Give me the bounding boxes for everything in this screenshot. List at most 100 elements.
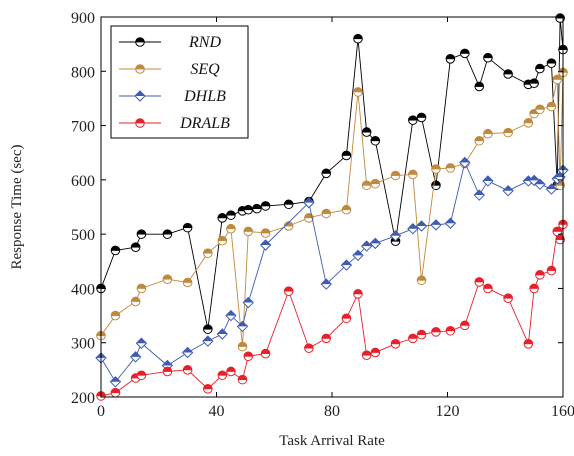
- data-point-seq: [226, 223, 236, 234]
- data-point-dhlb: [389, 230, 402, 242]
- legend-item-rnd: RND: [119, 34, 221, 51]
- data-point-rnd: [283, 199, 294, 210]
- data-point-rnd: [203, 324, 213, 334]
- data-point-rnd: [182, 222, 193, 233]
- legend-marker-rnd: [135, 37, 145, 47]
- data-point-rnd: [408, 115, 418, 125]
- data-point-seq: [162, 274, 173, 285]
- data-point-seq: [353, 87, 363, 97]
- data-point-dhlb: [534, 178, 546, 190]
- data-point-seq: [341, 204, 352, 215]
- data-point-seq: [203, 248, 213, 258]
- data-point-dralb: [321, 333, 332, 344]
- legend-item-seq: SEQ: [119, 61, 220, 78]
- data-point-seq: [370, 178, 381, 189]
- data-point-dralb: [341, 313, 352, 324]
- data-point-dralb: [503, 293, 513, 304]
- data-point-dhlb: [352, 249, 364, 262]
- data-point-seq: [390, 170, 401, 181]
- y-tick-label: 300: [71, 336, 95, 353]
- data-point-dhlb: [473, 189, 485, 201]
- data-point-dhlb: [459, 156, 471, 169]
- data-point-dhlb: [415, 220, 428, 232]
- data-point-dhlb: [236, 320, 249, 333]
- data-point-dhlb: [181, 346, 194, 359]
- legend-label-dralb: DRALB: [179, 115, 230, 132]
- data-point-dhlb: [360, 240, 373, 252]
- data-point-dralb: [237, 374, 248, 385]
- data-point-rnd: [226, 210, 236, 220]
- data-point-rnd: [217, 213, 228, 223]
- data-point-dralb: [243, 351, 254, 362]
- series-line-dhlb: [100, 161, 564, 383]
- data-point-rnd: [353, 33, 363, 44]
- x-tick-label: 80: [324, 403, 340, 420]
- y-tick-label: 800: [71, 64, 95, 81]
- data-point-dhlb: [242, 296, 254, 309]
- legend-label-seq: SEQ: [190, 61, 220, 78]
- data-point-seq: [260, 228, 271, 238]
- y-tick-label: 900: [71, 10, 95, 27]
- data-point-seq: [217, 235, 228, 246]
- data-point-seq: [503, 127, 513, 138]
- data-point-dralb: [203, 384, 213, 394]
- data-point-dhlb: [202, 335, 214, 347]
- data-point-seq: [483, 128, 493, 139]
- legend: RND SEQ DHLB DRALB: [110, 25, 249, 139]
- data-point-seq: [523, 118, 534, 128]
- data-point-dhlb: [444, 217, 457, 229]
- data-point-dhlb: [369, 237, 382, 250]
- data-point-dralb: [535, 270, 545, 280]
- data-point-dralb: [416, 329, 427, 340]
- data-point-seq: [474, 135, 485, 146]
- data-point-rnd: [370, 135, 381, 146]
- data-point-dralb: [136, 370, 147, 381]
- series-dhlb: [95, 156, 569, 388]
- y-axis-title: Response Time (sec): [9, 145, 25, 270]
- data-point-seq: [237, 341, 248, 352]
- y-tick-label: 700: [71, 119, 95, 136]
- data-point-rnd: [460, 48, 470, 59]
- legend-marker-dhlb: [134, 90, 146, 102]
- data-point-rnd: [503, 69, 513, 79]
- data-point-rnd: [341, 150, 352, 161]
- series-seq: [96, 67, 568, 352]
- data-point-dralb: [474, 277, 485, 287]
- data-point-dralb: [361, 350, 372, 361]
- x-tick-label: 120: [436, 403, 460, 420]
- data-point-rnd: [529, 78, 539, 89]
- data-point-dhlb: [259, 239, 272, 251]
- data-point-dralb: [226, 366, 236, 377]
- data-point-rnd: [445, 54, 456, 64]
- data-point-rnd: [483, 52, 493, 63]
- data-point-seq: [110, 310, 121, 321]
- axis-ticks: 0 40 80 120 160 200 300 400 500 600 700 800 900: [71, 10, 574, 420]
- data-point-seq: [130, 296, 141, 307]
- data-point-rnd: [361, 127, 372, 137]
- data-point-seq: [136, 283, 147, 294]
- data-point-dralb: [431, 327, 441, 337]
- data-point-dhlb: [225, 309, 237, 322]
- data-point-seq: [552, 74, 563, 85]
- data-point-dralb: [546, 265, 557, 276]
- data-point-rnd: [243, 204, 254, 215]
- legend-item-dhlb: DHLB: [119, 88, 226, 105]
- data-point-seq: [416, 275, 427, 286]
- data-point-dralb: [555, 234, 565, 245]
- y-tick-label: 200: [71, 390, 95, 407]
- data-point-dralb: [260, 348, 271, 359]
- data-point-seq: [243, 226, 254, 237]
- legend-item-dralb: DRALB: [119, 115, 230, 132]
- data-point-dhlb: [135, 337, 148, 349]
- legend-box: [110, 25, 249, 139]
- data-point-seq: [408, 169, 418, 180]
- data-point-dhlb: [340, 259, 353, 271]
- data-point-dhlb: [430, 219, 442, 231]
- data-point-dralb: [162, 366, 173, 377]
- x-tick-label: 40: [209, 403, 225, 420]
- data-point-dralb: [110, 387, 121, 398]
- data-point-seq: [535, 104, 545, 115]
- legend-marker-seq: [135, 64, 145, 74]
- y-tick-label: 400: [71, 281, 95, 298]
